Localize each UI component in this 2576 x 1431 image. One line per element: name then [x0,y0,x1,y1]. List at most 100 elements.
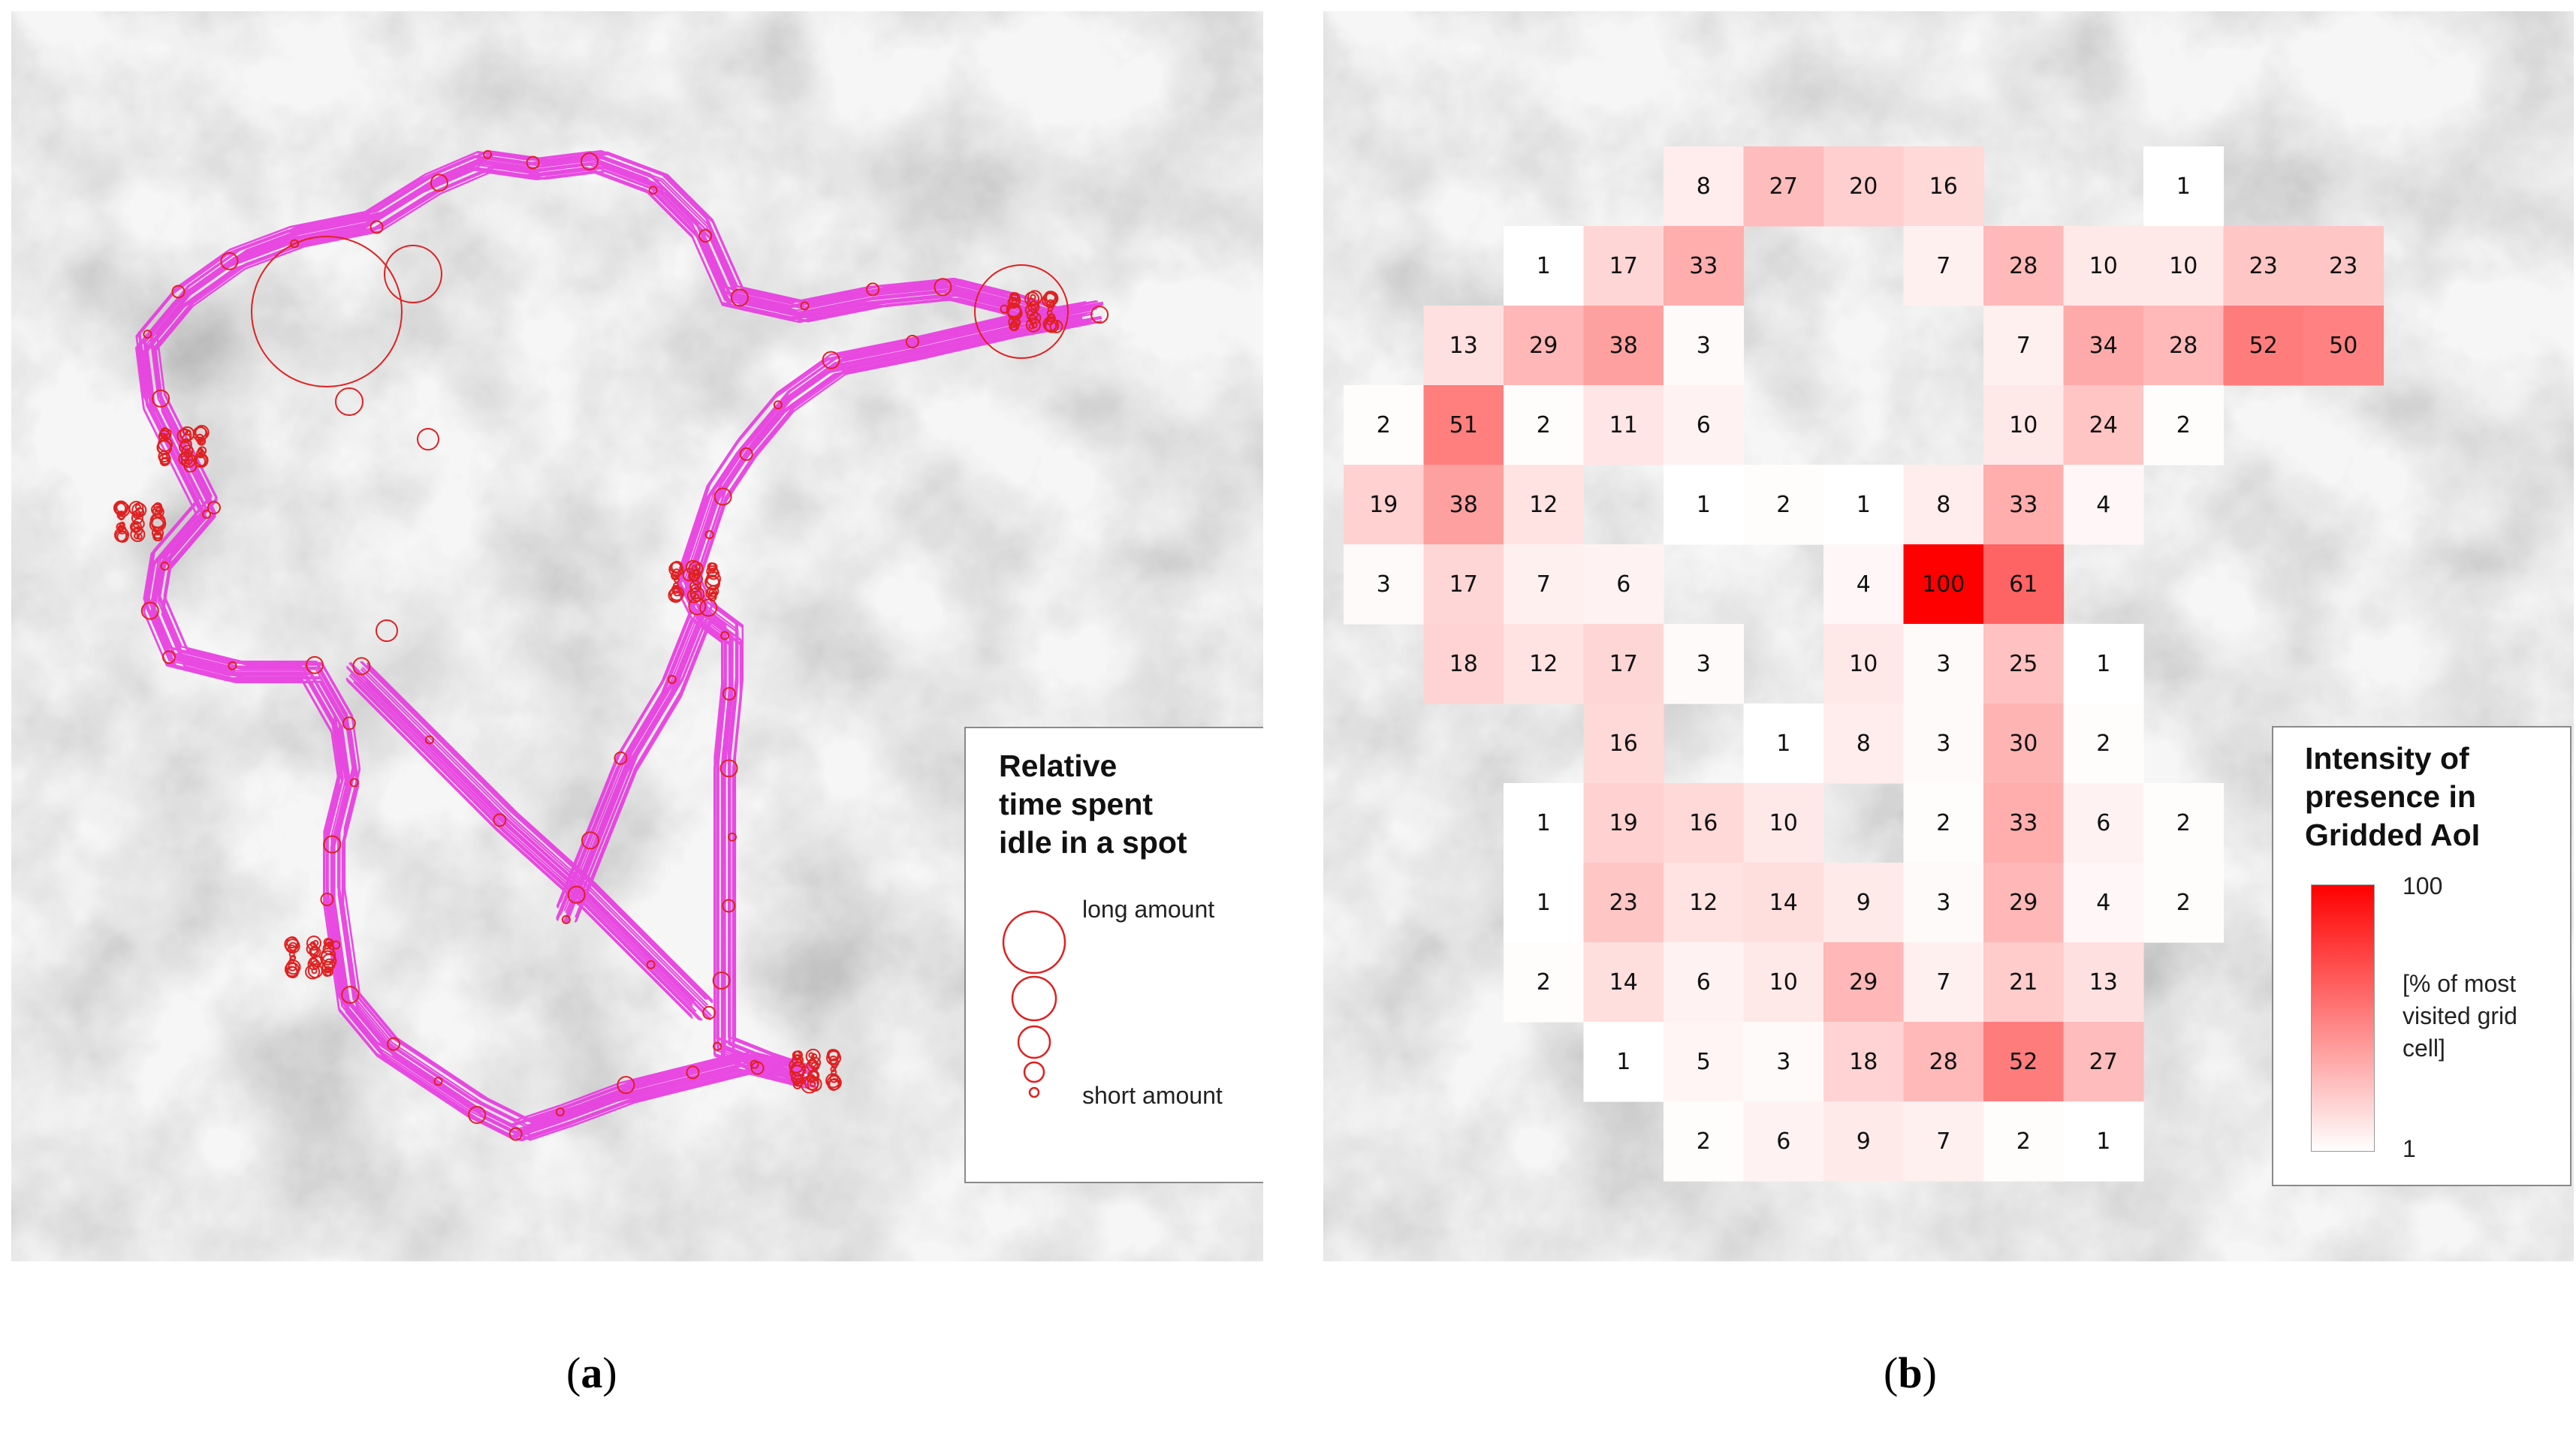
idle-circle [424,735,434,745]
idle-circle [134,504,141,511]
legend-title-line-1: Intensity of [2305,741,2469,776]
grid-cell-value: 3 [1377,571,1391,598]
idle-circle [555,1107,565,1117]
grid-cell-value: 23 [2249,253,2278,279]
idle-circle [309,945,321,958]
idle-circle [290,239,300,249]
idle-circle [323,958,336,971]
movement-track [366,662,713,1002]
grid-cell [1903,544,1984,625]
grid-cell [1583,226,1664,306]
idle-circle [376,619,398,642]
idle-circle [323,835,342,854]
movement-track [576,602,713,904]
grid-cell-value: 29 [1529,333,1558,359]
idle-circle [685,559,701,575]
idle-circle [690,583,700,593]
grid-cell-value: 2 [1537,412,1551,438]
grid-cell-value: 8 [1697,173,1711,200]
grid-cell-value: 38 [1449,492,1478,518]
legend-title-line-3: Gridded AoI [2305,818,2481,852]
grid-cell-value: 14 [1609,969,1638,996]
idle-circle [1028,323,1035,330]
grid-cell [1903,863,1984,943]
idle-circle [704,530,714,540]
grid-cell-value: 10 [2009,412,2038,438]
idle-circle [671,568,681,578]
movement-track [356,673,704,1013]
grid-cell [1344,385,1425,465]
grid-cell-value: 7 [1936,253,1950,279]
idle-circle [171,285,186,299]
idle-circle [810,1061,820,1071]
grid-cell [1983,465,2065,545]
grid-cell-value: 17 [1449,571,1478,598]
grid-cell-value: 6 [1697,969,1711,996]
movement-track [360,661,707,1000]
idle-circle [810,1080,816,1087]
scale-min-label: 1 [2403,1135,2416,1162]
idle-circle [789,1058,804,1074]
grid-cell [1583,942,1664,1023]
grid-cell [1903,942,1984,1023]
grid-cell-value: 10 [1769,969,1798,996]
grid-cell [2063,863,2144,943]
grid-cell [2063,1101,2144,1182]
grid-cell-value: 61 [2009,571,2038,598]
idle-circle [133,533,140,540]
grid-cell [1903,465,1984,545]
grid-cell [2223,226,2304,306]
grid-cell [1983,544,2065,625]
grid-cell [1903,1022,1984,1102]
intensity-legend: Intensity of presence in Gridded AoI 100… [2272,726,2571,1186]
grid-cell-value: 11 [1609,412,1638,438]
idle-circle [185,429,192,436]
grid-cell [1504,385,1585,465]
idle-circle [1025,317,1041,333]
idle-circle [866,282,880,297]
legend-short-label: short amount [1082,1082,1223,1109]
grid-cell-value: 2 [1537,969,1551,996]
grid-cell-value: 23 [1609,890,1638,916]
grid-cell [1423,465,1504,545]
grid-cell [1504,783,1585,863]
legend-circle-long [1002,910,1066,975]
idle-circle [727,832,737,842]
grid-cell [2143,385,2225,465]
idle-circle [686,588,702,604]
idle-circle [809,1056,822,1069]
idle-circle [152,389,170,408]
grid-cell-value: 16 [1609,731,1638,757]
idle-circle [773,400,783,410]
grid-cell [1583,385,1664,465]
idle-circle [739,447,753,461]
grid-cell [1823,544,1905,625]
idle-circle [129,520,142,533]
grid-cell-value: 14 [1769,890,1798,916]
grid-cell-value: 16 [1689,810,1718,836]
grid-cell [2063,1022,2144,1102]
idle-circle [581,831,600,850]
idle-circle [331,940,341,950]
grid-cell [1823,624,1905,704]
movement-track [556,606,693,907]
grid-cell [1823,942,1905,1023]
grid-cell-value: 12 [1529,651,1558,677]
grid-cell-value: 3 [1936,651,1950,677]
idle-circle [335,387,363,416]
track-map-panel: Relative time spent idle in a spot long … [11,11,1263,1261]
grid-cell [1743,465,1824,545]
grid-cell [1983,942,2065,1023]
grid-cell-value: 28 [2009,253,2038,279]
grid-cell-value: 3 [1697,651,1711,677]
idle-circle [1024,291,1040,307]
grid-cell [1903,783,1984,863]
idle-circle [1029,300,1039,310]
idle-circle [698,229,713,243]
grid-cell-value: 52 [2009,1049,2038,1075]
grid-cell-value: 9 [1857,1128,1871,1155]
idle-circle [1012,318,1021,327]
grid-cell-value: 2 [1377,412,1391,438]
grid-cell-value: 16 [1929,173,1958,200]
idle-circle [162,650,176,664]
